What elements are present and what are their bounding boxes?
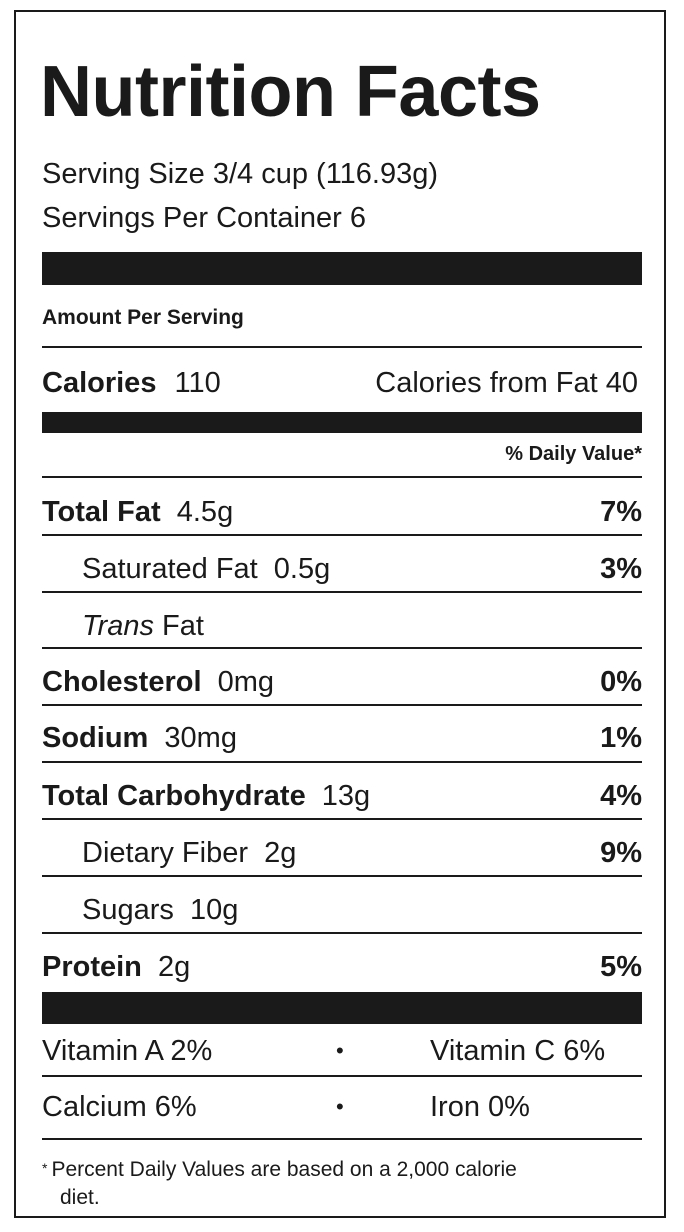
nutrient-amount: 2g <box>264 837 297 869</box>
vitamin-c: Vitamin C 6% <box>430 1035 606 1067</box>
nutrient-row-sodium: Sodium 30mg 1% <box>42 718 642 758</box>
nutrient-amount: 0.5g <box>273 553 331 585</box>
nutrient-amount: 13g <box>321 780 371 812</box>
nutrient-row-cholesterol: Cholesterol 0mg 0% <box>42 662 642 702</box>
vitamin-a: Vitamin A 2% <box>42 1035 213 1067</box>
nutrient-amount: 0mg <box>217 666 275 698</box>
divider <box>42 591 642 593</box>
nutrient-row-sugars: Sugars 10g <box>42 890 642 930</box>
nutrient-amount: 10g <box>189 894 239 926</box>
nutrient-daily-value: 4% <box>600 780 642 812</box>
nutrient-daily-value: 9% <box>600 837 642 869</box>
thick-divider-top <box>42 252 642 285</box>
divider <box>42 476 642 478</box>
calories-row: Calories 110 Calories from Fat 40 <box>42 363 642 403</box>
nutrient-name: Dietary Fiber <box>82 837 248 869</box>
nutrition-label <box>14 10 666 1218</box>
divider <box>42 932 642 934</box>
footnote-marker: * <box>42 1160 48 1176</box>
nutrient-daily-value: 7% <box>600 496 642 528</box>
divider <box>42 647 642 649</box>
daily-value-header: % Daily Value* <box>505 443 642 465</box>
nutrient-name: Total Fat <box>42 496 161 528</box>
nutrient-name: Sugars <box>82 894 174 926</box>
nutrient-name-rest: Fat <box>153 610 204 642</box>
nutrient-row-saturated-fat: Saturated Fat 0.5g 3% <box>42 549 642 589</box>
divider <box>42 1138 642 1140</box>
bullet-separator: • <box>336 1094 344 1119</box>
nutrient-row-total-fat: Total Fat 4.5g 7% <box>42 492 642 532</box>
label-title: Nutrition Facts <box>40 52 541 132</box>
divider <box>42 1075 642 1077</box>
nutrient-name: Protein <box>42 951 142 983</box>
nutrient-daily-value: 5% <box>600 951 642 983</box>
nutrient-name: Total Carbohydrate <box>42 780 306 812</box>
calcium: Calcium 6% <box>42 1091 197 1123</box>
amount-per-serving: Amount Per Serving <box>42 306 244 329</box>
nutrient-row-trans-fat: Trans Fat <box>42 606 642 646</box>
divider <box>42 704 642 706</box>
divider <box>42 875 642 877</box>
nutrient-name: Sodium <box>42 722 149 754</box>
footnote: * Percent Daily Values are based on a 2,0… <box>42 1156 642 1184</box>
calories-from-fat: Calories from Fat 40 <box>375 367 638 399</box>
iron: Iron 0% <box>430 1091 530 1123</box>
calories-value: 110 <box>174 367 221 399</box>
divider <box>42 761 642 763</box>
bullet-separator: • <box>336 1038 344 1063</box>
nutrient-row-dietary-fiber: Dietary Fiber 2g 9% <box>42 833 642 873</box>
nutrient-name-italic: Trans <box>82 610 154 642</box>
serving-size: Serving Size 3/4 cup (116.93g) <box>42 158 439 190</box>
nutrient-daily-value: 1% <box>600 722 642 754</box>
nutrient-row-protein: Protein 2g 5% <box>42 947 642 987</box>
divider <box>42 346 642 348</box>
nutrient-daily-value: 0% <box>600 666 642 698</box>
nutrient-amount: 30mg <box>164 722 237 754</box>
nutrient-amount: 2g <box>157 951 191 983</box>
divider <box>42 818 642 820</box>
footnote-line-2: diet. <box>60 1186 100 1209</box>
nutrient-daily-value: 3% <box>600 553 642 585</box>
divider <box>42 534 642 536</box>
thick-divider-mid <box>42 412 642 433</box>
thick-divider-bottom <box>42 992 642 1024</box>
nutrient-name: Cholesterol <box>42 666 202 698</box>
calories-label: Calories <box>42 367 157 399</box>
nutrient-name: Saturated Fat <box>82 553 258 585</box>
servings-per-container: Servings Per Container 6 <box>42 202 366 234</box>
nutrient-row-total-carbohydrate: Total Carbohydrate 13g 4% <box>42 776 642 816</box>
nutrient-amount: 4.5g <box>176 496 234 528</box>
footnote-line-1: Percent Daily Values are based on a 2,00… <box>51 1158 517 1181</box>
